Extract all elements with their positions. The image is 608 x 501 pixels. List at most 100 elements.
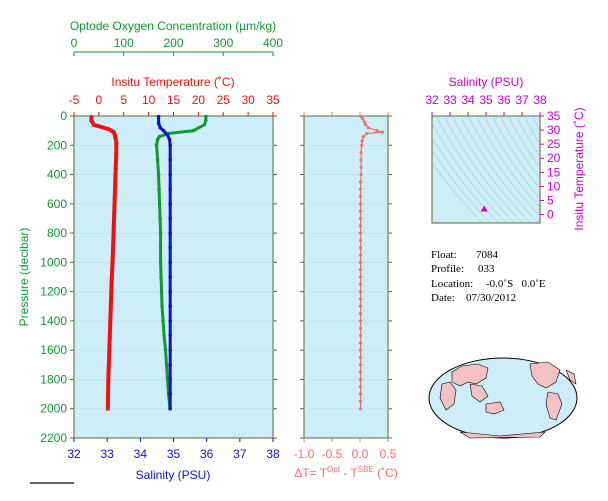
temperature-point-21 — [106, 347, 112, 352]
ts-density-contour-14 — [516, 116, 540, 158]
ts-salinity-tick-label-3: 35 — [479, 93, 493, 107]
delta-t-point-2 — [362, 120, 367, 124]
delta-t-point-5 — [375, 129, 379, 133]
ts-density-contours — [432, 116, 540, 223]
delta-t-point-24 — [358, 246, 363, 250]
ts-temperature-tick-label-3: 15 — [547, 165, 561, 179]
delta-t-point-40 — [358, 363, 363, 367]
delta-t-point-43 — [358, 385, 363, 389]
temperature-point-10 — [112, 193, 118, 199]
ts-density-contour-3 — [432, 122, 507, 223]
temperature-point-11 — [111, 208, 117, 213]
oxygen-point-8 — [155, 158, 160, 162]
delta-t-point-7 — [365, 131, 369, 136]
pressure-tick-label-6: 1200 — [40, 285, 67, 299]
temperature-point-8 — [113, 164, 119, 170]
pressure-tick-label-10: 2000 — [40, 402, 67, 416]
oxygen-point-19 — [161, 319, 165, 323]
delta-t-point-25 — [358, 253, 363, 257]
pressure-tick-label-11: 2200 — [40, 431, 67, 445]
salinity-point-6 — [168, 143, 172, 148]
pressure-tick-label-5: 1000 — [40, 255, 67, 269]
salinity-point-1 — [156, 121, 161, 126]
delta-t-point-15 — [358, 180, 363, 184]
temperature-point-19 — [107, 318, 113, 323]
salinity-tick-label-6: 38 — [266, 447, 280, 461]
salinity-point-24 — [168, 406, 172, 411]
delta-t-point-46 — [358, 407, 363, 411]
temperature-point-18 — [108, 303, 114, 309]
delta-t-point-4 — [366, 126, 370, 130]
delta-t-point-1 — [361, 117, 365, 121]
oxygen-point-13 — [158, 231, 163, 235]
ts-density-contour-6 — [452, 116, 531, 223]
delta-t-point-44 — [358, 392, 363, 396]
temperature-tick-label-0: -5 — [69, 93, 80, 107]
salinity-axis-title: Salinity (PSU) — [136, 468, 211, 482]
temperature-point-2 — [91, 122, 97, 127]
temperature-point-3 — [106, 126, 112, 131]
oxygen-point-9 — [156, 172, 161, 177]
delta-t-point-36 — [358, 333, 363, 338]
ts-density-contour-1 — [432, 150, 491, 223]
ts-density-contour-13 — [508, 116, 540, 169]
temperature-tick-label-3: 10 — [142, 93, 156, 107]
oxygen-point-22 — [164, 363, 169, 367]
pressure-axis-title: Pressure (decibar) — [17, 228, 31, 327]
salinity-point-11 — [168, 216, 172, 221]
oxygen-tick-label-2: 200 — [163, 36, 183, 50]
ts-salinity-title: Salinity (PSU) — [449, 75, 524, 89]
salinity-point-16 — [168, 289, 172, 294]
delta-t-pressure-grid — [300, 115, 392, 439]
salinity-point-2 — [158, 125, 163, 130]
delta-t-point-23 — [358, 238, 363, 243]
temperature-tick-label-2: 5 — [120, 93, 127, 107]
delta-t-tick-label-1: -0.5 — [322, 447, 343, 461]
delta-t-point-37 — [358, 341, 363, 345]
ts-marker-point — [480, 205, 488, 212]
oxygen-point-3 — [191, 128, 196, 133]
temperature-point-1 — [89, 117, 94, 123]
pressure-tick-label-3: 600 — [47, 197, 67, 211]
ts-density-contour-0 — [432, 161, 483, 223]
ts-temperature-tick-label-0: 0 — [547, 208, 554, 222]
delta-t-plot-area — [303, 115, 389, 439]
ts-plot-area — [431, 115, 541, 224]
oxygen-point-10 — [157, 187, 161, 191]
profile-panel: 0 100 200 300 400 Optode Oxygen Concentratio… — [17, 19, 283, 482]
ts-salinity-tick-label-0: 32 — [425, 93, 439, 107]
oxygen-point-5 — [157, 134, 162, 139]
delta-t-point-42 — [358, 377, 363, 382]
ts-density-contour-4 — [436, 116, 515, 223]
ts-salinity-ticks: 32 33 34 35 36 37 38 — [425, 93, 547, 116]
temperature-point-6 — [113, 139, 119, 145]
profile-number: Profile: 033 — [431, 263, 495, 275]
ts-salinity-tick-label-2: 34 — [461, 93, 475, 107]
delta-t-point-33 — [358, 311, 363, 316]
delta-t-point-21 — [358, 224, 363, 228]
salinity-tick-label-4: 36 — [200, 447, 214, 461]
temperature-tick-label-4: 15 — [167, 93, 181, 107]
salinity-point-22 — [168, 377, 172, 382]
salinity-tick-label-3: 35 — [167, 447, 181, 461]
oxygen-point-20 — [162, 333, 166, 338]
temperature-tick-label-7: 30 — [241, 93, 255, 107]
ts-density-contour-2 — [432, 137, 499, 223]
oxygen-axis-title: Optode Oxygen Concentration (µm/kg) — [70, 19, 276, 33]
oxygen-point-12 — [158, 216, 162, 221]
temperature-tick-label-1: 0 — [96, 93, 103, 107]
ts-temperature-tick-label-7: 35 — [547, 109, 561, 123]
delta-t-series — [358, 114, 384, 411]
footer-stamp — [30, 482, 74, 484]
salinity-point-19 — [168, 333, 172, 338]
delta-t-point-32 — [358, 304, 363, 308]
delta-t-point-0 — [359, 114, 363, 119]
profile-series — [89, 113, 208, 411]
oxygen-point-17 — [159, 289, 164, 294]
oxygen-tick-label-0: 0 — [71, 36, 78, 50]
temperature-point-24 — [105, 391, 111, 396]
delta-t-point-18 — [358, 202, 363, 206]
salinity-point-21 — [168, 363, 172, 367]
